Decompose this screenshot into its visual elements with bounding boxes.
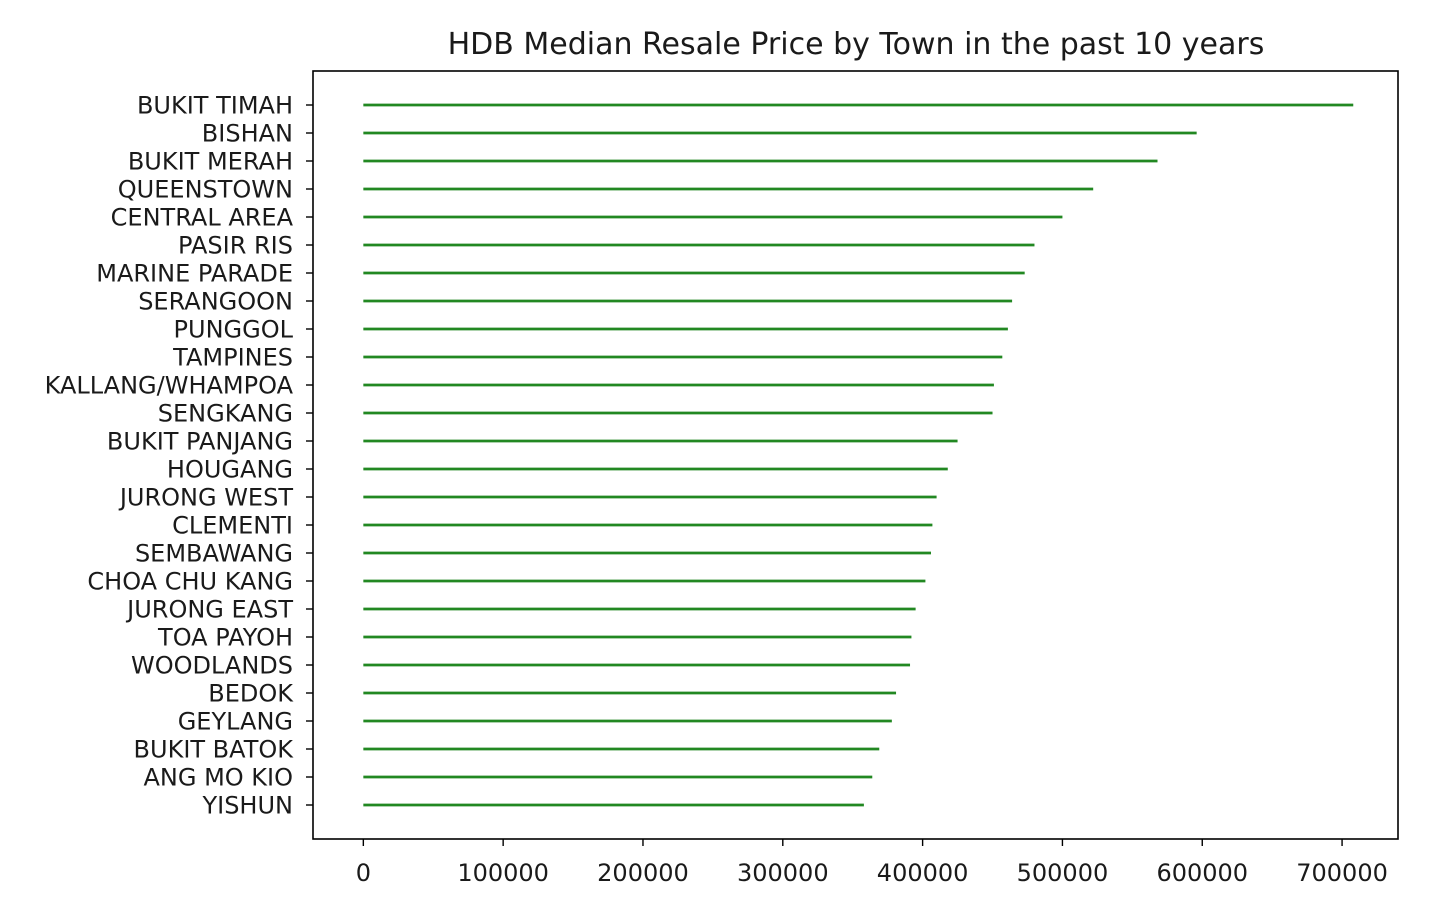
category-label: BUKIT TIMAH [137, 92, 293, 120]
category-label: BUKIT PANJANG [107, 428, 293, 456]
category-label: BISHAN [202, 120, 293, 148]
category-label: WOODLANDS [131, 652, 293, 680]
x-tick-label: 500000 [1017, 859, 1109, 887]
category-label: YISHUN [201, 792, 293, 820]
x-tick-label: 600000 [1156, 859, 1248, 887]
category-label: CENTRAL AREA [111, 204, 294, 232]
category-label: JURONG WEST [118, 484, 294, 512]
x-axis: 0 100000 200000 300000 400000 500000 600000 700… [356, 839, 1388, 887]
category-label: BUKIT MERAH [128, 148, 293, 176]
category-label: GEYLANG [178, 708, 293, 736]
chart-title: HDB Median Resale Price by Town in the p… [448, 27, 1265, 62]
plot-frame [312, 70, 1399, 840]
category-label: QUEENSTOWN [118, 176, 293, 204]
x-tick-label: 100000 [457, 859, 549, 887]
category-label: SEMBAWANG [135, 540, 293, 568]
category-label: KALLANG/WHAMPOA [45, 372, 294, 400]
category-label: CHOA CHU KANG [87, 568, 293, 596]
category-label: PUNGGOL [174, 316, 294, 344]
category-label: MARINE PARADE [96, 260, 293, 288]
x-tick-label: 0 [356, 859, 371, 887]
category-label: SENGKANG [158, 400, 293, 428]
category-label: SERANGOON [138, 288, 293, 316]
category-label: BUKIT BATOK [134, 736, 295, 764]
x-tick-label: 300000 [737, 859, 829, 887]
category-label: TAMPINES [172, 344, 293, 372]
category-label: JURONG EAST [125, 596, 293, 624]
category-label: PASIR RIS [178, 232, 293, 260]
bars-layer [363, 103, 1354, 807]
x-tick-label: 400000 [877, 859, 969, 887]
category-label: TOA PAYOH [157, 624, 293, 652]
category-label: ANG MO KIO [143, 764, 293, 792]
x-tick-label: 200000 [597, 859, 689, 887]
x-tick-label: 700000 [1296, 859, 1388, 887]
category-label: HOUGANG [167, 456, 293, 484]
category-label: CLEMENTI [172, 512, 293, 540]
category-label: BEDOK [208, 680, 294, 708]
